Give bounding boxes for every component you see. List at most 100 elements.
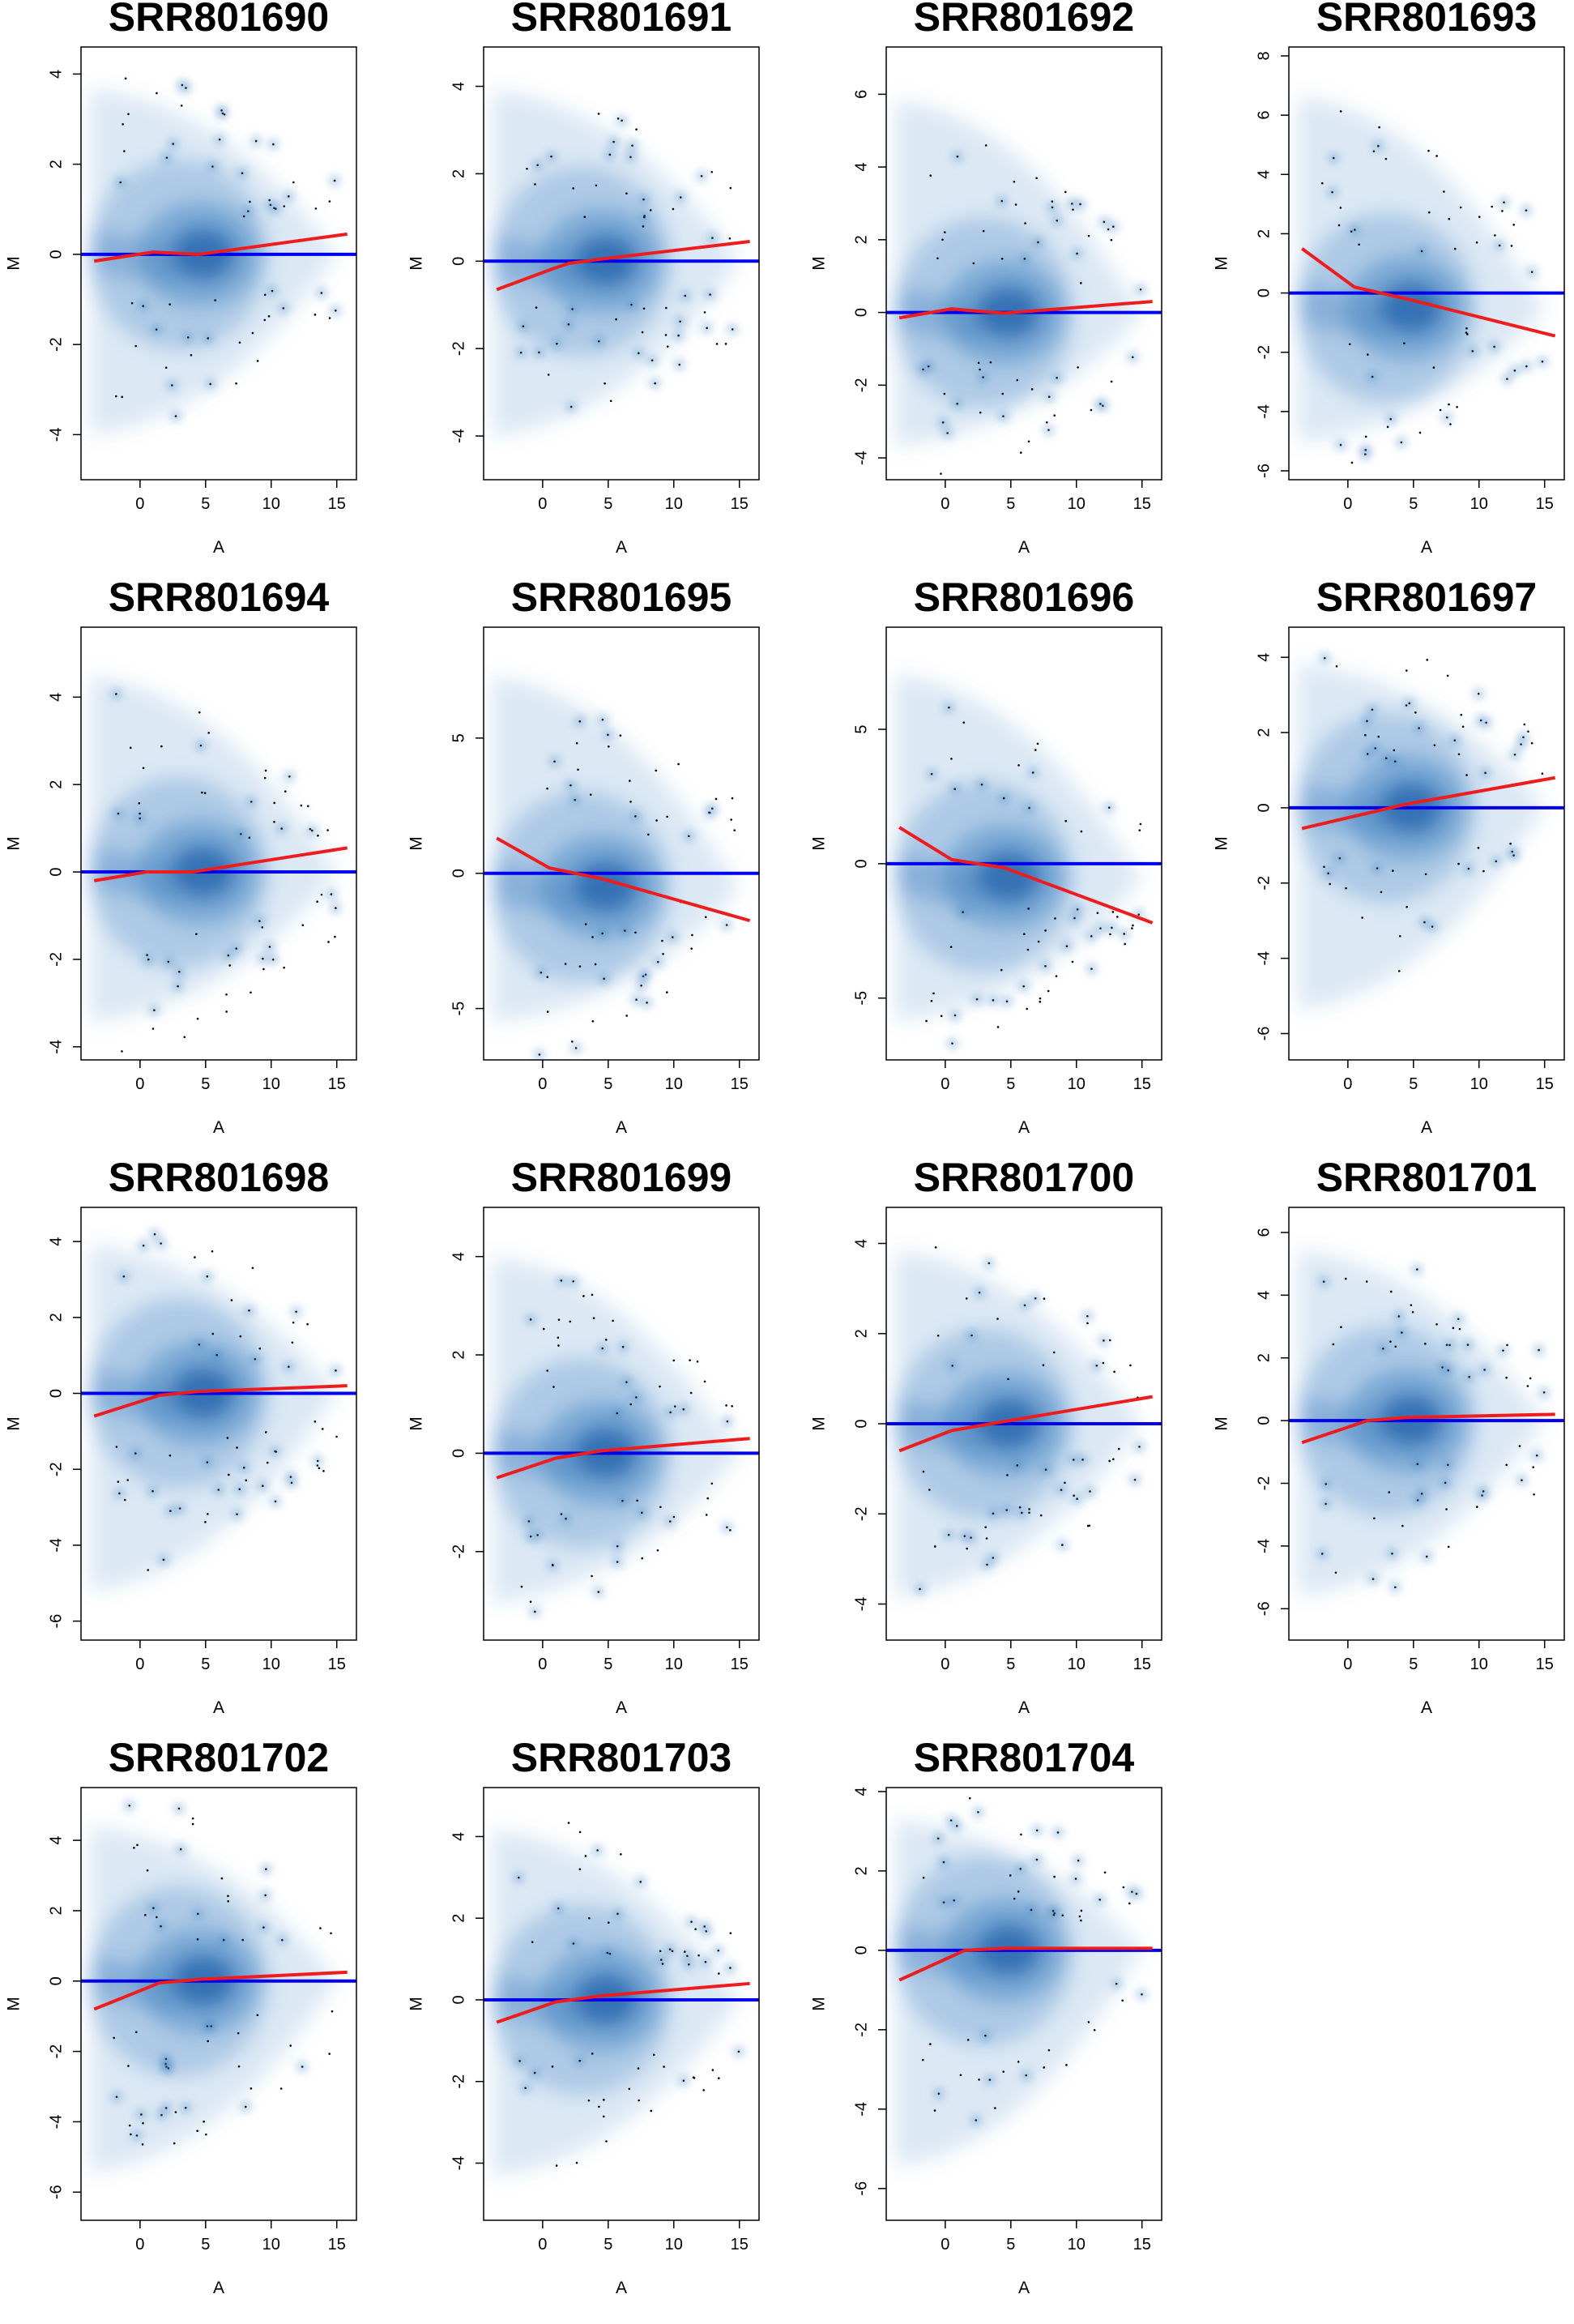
x-tick-label: 10 [1470, 1655, 1488, 1673]
x-axis-label: A [616, 1118, 627, 1137]
x-tick-label: 5 [201, 495, 210, 513]
x-tick-label: 10 [1068, 1075, 1086, 1093]
loess-trend-line [898, 1946, 1153, 1982]
loess-trend-line [1301, 1412, 1555, 1445]
y-tick-label: -2 [450, 1544, 467, 1559]
y-tick-label: -4 [1255, 1539, 1273, 1553]
y-tick-label: 2 [47, 1906, 65, 1915]
loess-trend-line [1301, 247, 1556, 338]
panel-title: SRR801701 [1316, 1155, 1537, 1200]
y-tick-label: -4 [450, 429, 467, 443]
ma-plot-panel: SRR801691 0 5 10 15 -4 -2 0 2 4 A M [403, 0, 808, 583]
y-tick-label: 6 [1255, 111, 1273, 120]
y-tick-label: 0 [450, 257, 467, 266]
x-tick-label: 10 [665, 1655, 683, 1673]
x-tick-label: 5 [1409, 1075, 1418, 1093]
y-tick-label: 0 [852, 308, 870, 317]
x-tick-label: 5 [201, 1075, 210, 1093]
ma-plot-panel: SRR801697 0 5 10 15 -6 -4 -2 0 2 4 A M [1208, 575, 1574, 1164]
ma-plot-svg: SRR801692 0 5 10 15 -4 -2 0 2 4 6 A M [810, 0, 1162, 557]
density-cloud [89, 676, 337, 1023]
density-cloud [492, 676, 740, 1023]
y-tick-label: -2 [47, 337, 65, 352]
ma-plot-panel: SRR801692 0 5 10 15 -4 -2 0 2 4 6 A M [805, 0, 1210, 583]
loess-trend-line [93, 1970, 348, 2011]
x-tick-label: 0 [135, 1075, 144, 1093]
ma-plot-svg: SRR801701 0 5 10 15 -6 -4 -2 0 2 4 6 A M [1213, 1155, 1565, 1717]
y-tick-label: 2 [1255, 728, 1273, 737]
x-axis-label: A [1018, 2279, 1030, 2297]
x-tick-label: 0 [941, 495, 949, 513]
ma-plot-panel: SRR801703 0 5 10 15 -4 -2 0 2 4 A M [403, 1735, 808, 2324]
density-cloud [894, 674, 1142, 1021]
x-tick-label: 10 [665, 495, 683, 513]
y-tick-label: -5 [450, 1002, 467, 1016]
y-tick-label: 4 [47, 1237, 65, 1246]
x-axis-label: A [1018, 538, 1030, 557]
ma-plot-panel: SRR801704 0 5 10 15 -6 -4 -2 0 2 4 A M [805, 1735, 1210, 2324]
y-tick-label: -2 [852, 378, 870, 392]
y-axis-label: M [407, 1997, 426, 2011]
panel-title: SRR801698 [109, 1155, 329, 1200]
loess-trend-line [1301, 775, 1556, 831]
x-tick-label: 0 [538, 1075, 547, 1093]
ma-plot-panel: SRR801694 0 5 10 15 -4 -2 0 2 4 A M [0, 575, 405, 1164]
ma-plot-svg: SRR801695 0 5 10 15 -5 0 5 A M [407, 575, 760, 1137]
plot-frame [885, 1787, 1162, 2221]
y-tick-label: 0 [852, 1419, 870, 1428]
x-tick-label: 10 [262, 1655, 280, 1673]
y-tick-label: 0 [852, 1946, 870, 1954]
x-tick-label: 0 [538, 495, 547, 513]
y-tick-label: 5 [450, 733, 467, 742]
y-tick-label: -6 [1255, 464, 1273, 478]
ma-plot-panel: SRR801701 0 5 10 15 -6 -4 -2 0 2 4 6 A M [1208, 1155, 1574, 1744]
ma-plot-svg: SRR801703 0 5 10 15 -4 -2 0 2 4 A M [407, 1735, 760, 2297]
x-tick-label: 15 [731, 495, 749, 513]
loess-trend-line [898, 300, 1153, 320]
y-tick-label: 0 [450, 1449, 467, 1458]
y-tick-label: -6 [47, 2185, 65, 2199]
x-tick-label: 10 [262, 495, 280, 513]
y-tick-label: 2 [1255, 229, 1273, 238]
y-tick-label: 4 [47, 70, 65, 79]
x-tick-label: 0 [941, 1075, 949, 1093]
y-tick-label: 0 [852, 859, 870, 868]
y-axis-label: M [810, 1416, 829, 1431]
x-tick-label: 5 [1006, 1655, 1015, 1673]
y-tick-label: 4 [852, 1787, 870, 1796]
loess-trend-line [93, 846, 348, 882]
ma-plot-svg: SRR801694 0 5 10 15 -4 -2 0 2 4 A M [5, 575, 357, 1137]
y-tick-label: -2 [47, 2044, 65, 2059]
y-tick-label: 6 [852, 90, 870, 99]
y-tick-label: 0 [1255, 803, 1273, 812]
plot-frame [1288, 626, 1565, 1061]
ma-plot-panel: SRR801695 0 5 10 15 -5 0 5 A M [403, 575, 808, 1164]
y-tick-label: 4 [852, 163, 870, 172]
x-tick-label: 5 [201, 2236, 210, 2254]
plot-frame [80, 1207, 357, 1641]
panel-title: SRR801703 [511, 1735, 732, 1780]
density-cloud [894, 100, 1142, 446]
y-tick-label: 4 [852, 1239, 870, 1248]
y-tick-label: -4 [47, 1538, 65, 1553]
y-tick-label: 2 [47, 780, 65, 789]
panel-title: SRR801704 [914, 1735, 1135, 1780]
density-cloud [89, 1826, 337, 2172]
y-tick-label: 0 [47, 1389, 65, 1398]
plot-frame [1288, 1207, 1565, 1641]
x-tick-label: 0 [1343, 495, 1352, 513]
ma-plot-svg: SRR801702 0 5 10 15 -6 -4 -2 0 2 4 A M [5, 1735, 357, 2297]
y-tick-label: -2 [1255, 876, 1273, 891]
y-tick-label: -4 [852, 451, 870, 465]
y-tick-label: -4 [1255, 404, 1273, 419]
x-tick-label: 10 [1470, 495, 1488, 513]
x-axis-label: A [1018, 1698, 1030, 1717]
panel-title: SRR801699 [511, 1155, 732, 1200]
x-tick-label: 5 [1006, 495, 1015, 513]
ma-plot-panel: SRR801696 0 5 10 15 -5 0 5 A M [805, 575, 1210, 1164]
y-tick-label: 2 [1255, 1353, 1273, 1362]
x-tick-label: 15 [1536, 1655, 1554, 1673]
x-tick-label: 5 [604, 2236, 612, 2254]
plot-frame [483, 1207, 760, 1641]
y-tick-label: -2 [450, 2074, 467, 2089]
